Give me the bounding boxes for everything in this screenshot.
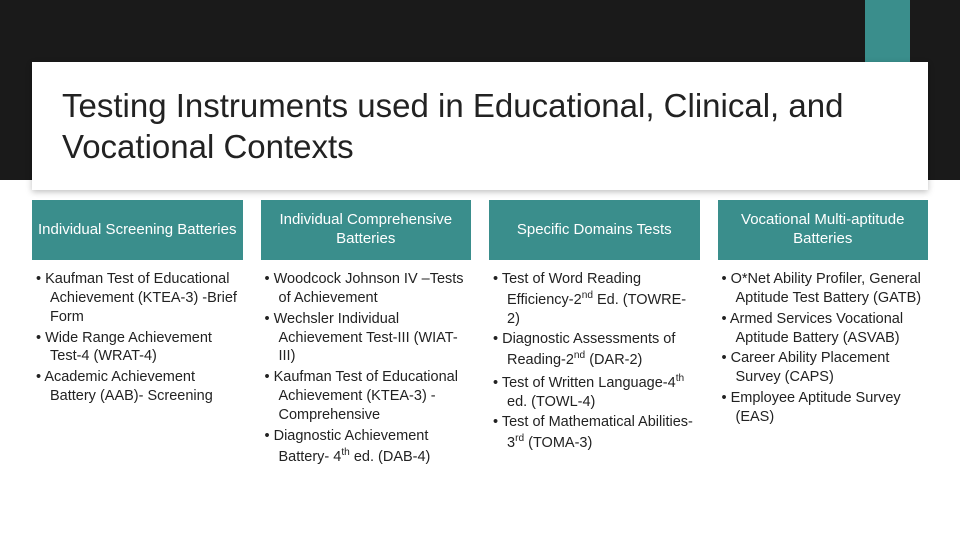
list-item: Employee Aptitude Survey (EAS) xyxy=(722,389,925,427)
column-header: Individual Screening Batteries xyxy=(32,200,243,260)
list-item: Wide Range Achievement Test-4 (WRAT-4) xyxy=(36,329,239,367)
item-list: O*Net Ability Profiler, General Aptitude… xyxy=(722,270,925,427)
column-0: Individual Screening Batteries Kaufman Te… xyxy=(32,200,243,520)
column-header: Specific Domains Tests xyxy=(489,200,700,260)
list-item: Diagnostic Achievement Battery- 4th ed. … xyxy=(265,427,468,467)
column-body: Test of Word Reading Efficiency-2nd Ed. … xyxy=(489,260,700,455)
column-header: Individual Comprehensive Batteries xyxy=(261,200,472,260)
item-list: Test of Word Reading Efficiency-2nd Ed. … xyxy=(493,270,696,453)
list-item: Test of Written Language-4th ed. (TOWL-4… xyxy=(493,372,696,412)
list-item: Kaufman Test of Educational Achievement … xyxy=(36,270,239,327)
list-item: Test of Word Reading Efficiency-2nd Ed. … xyxy=(493,270,696,328)
list-item: Academic Achievement Battery (AAB)- Scre… xyxy=(36,368,239,406)
list-item: Wechsler Individual Achievement Test-III… xyxy=(265,310,468,367)
slide: Testing Instruments used in Educational,… xyxy=(0,0,960,540)
column-3: Vocational Multi-aptitude Batteries O*Net… xyxy=(718,200,929,520)
list-item: Diagnostic Assessments of Reading-2nd (D… xyxy=(493,330,696,370)
list-item: Career Ability Placement Survey (CAPS) xyxy=(722,349,925,387)
slide-title: Testing Instruments used in Educational,… xyxy=(32,85,928,168)
accent-tab xyxy=(865,0,910,62)
item-list: Woodcock Johnson IV –Tests of Achievemen… xyxy=(265,270,468,466)
column-2: Specific Domains Tests Test of Word Readi… xyxy=(489,200,700,520)
item-list: Kaufman Test of Educational Achievement … xyxy=(36,270,239,406)
column-body: O*Net Ability Profiler, General Aptitude… xyxy=(718,260,929,429)
list-item: Armed Services Vocational Aptitude Batte… xyxy=(722,310,925,348)
list-item: Kaufman Test of Educational Achievement … xyxy=(265,368,468,425)
title-card: Testing Instruments used in Educational,… xyxy=(32,62,928,190)
column-body: Woodcock Johnson IV –Tests of Achievemen… xyxy=(261,260,472,468)
column-body: Kaufman Test of Educational Achievement … xyxy=(32,260,243,408)
column-header: Vocational Multi-aptitude Batteries xyxy=(718,200,929,260)
list-item: Woodcock Johnson IV –Tests of Achievemen… xyxy=(265,270,468,308)
content-grid: Individual Screening Batteries Kaufman Te… xyxy=(32,200,928,520)
list-item: Test of Mathematical Abilities-3rd (TOMA… xyxy=(493,413,696,453)
column-1: Individual Comprehensive Batteries Woodco… xyxy=(261,200,472,520)
list-item: O*Net Ability Profiler, General Aptitude… xyxy=(722,270,925,308)
